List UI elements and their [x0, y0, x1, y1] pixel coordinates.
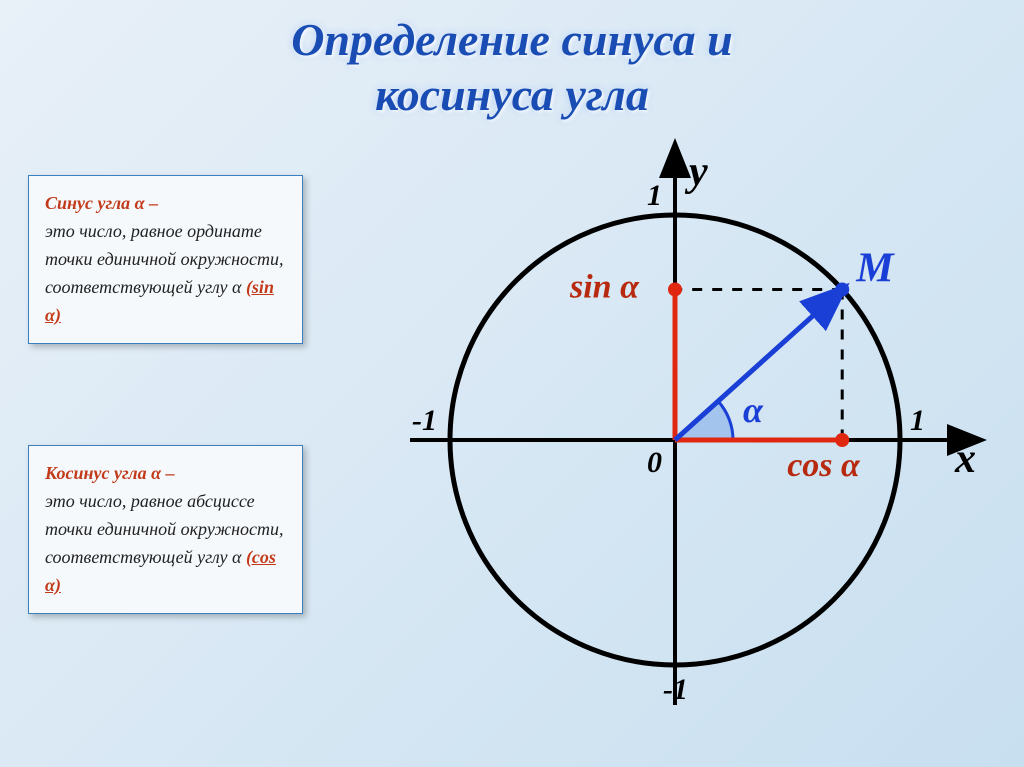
- svg-text:0: 0: [647, 446, 662, 479]
- svg-text:sin α: sin α: [569, 268, 640, 305]
- title-line-2: косинуса угла: [375, 69, 649, 120]
- unit-circle-diagram: 1 -1 1 -1 0 y x sin α cos α α M: [380, 130, 1000, 750]
- svg-text:1: 1: [647, 179, 662, 212]
- svg-text:y: y: [684, 149, 708, 195]
- svg-text:x: x: [954, 436, 976, 482]
- svg-text:α: α: [743, 390, 764, 430]
- svg-text:-1: -1: [663, 673, 688, 706]
- definition-box-sine: Синус угла α – это число, равное ординат…: [28, 175, 303, 344]
- svg-text:M: M: [855, 245, 895, 291]
- svg-text:-1: -1: [412, 404, 437, 437]
- svg-text:1: 1: [910, 404, 925, 437]
- cosine-heading: Косинус угла α –: [45, 463, 175, 483]
- title-line-1: Определение синуса и: [291, 14, 733, 65]
- sine-heading: Синус угла α –: [45, 193, 158, 213]
- definition-box-cosine: Косинус угла α – это число, равное абсци…: [28, 445, 303, 614]
- slide-title: Определение синуса и косинуса угла: [0, 0, 1024, 134]
- svg-text:cos α: cos α: [787, 447, 861, 484]
